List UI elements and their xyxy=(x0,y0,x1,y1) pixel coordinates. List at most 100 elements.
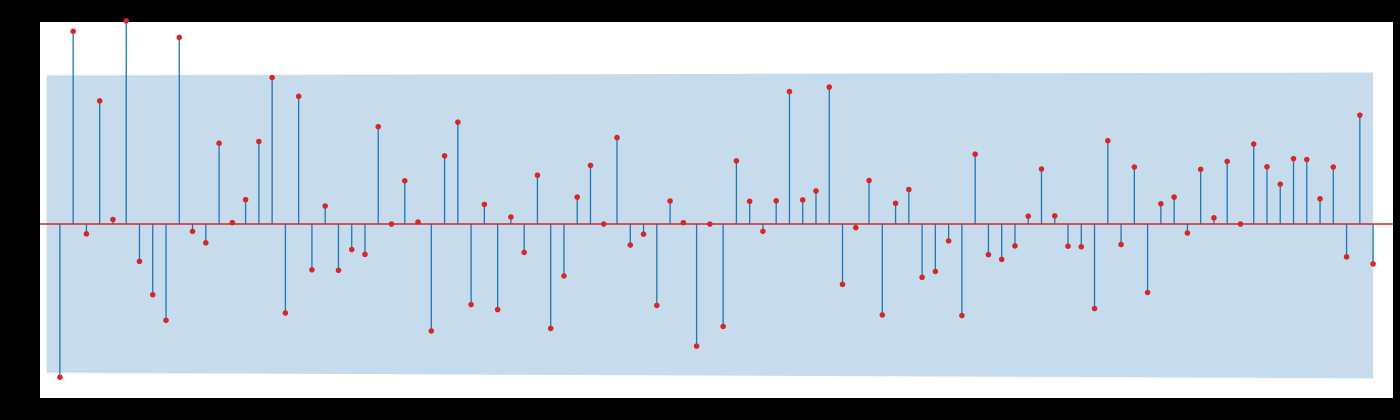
stem-marker xyxy=(1197,166,1204,173)
stem-marker xyxy=(906,186,912,193)
stem-marker xyxy=(600,221,607,227)
stem-marker xyxy=(534,172,541,179)
stem-marker xyxy=(587,162,594,169)
stem-marker xyxy=(1091,305,1098,312)
stem-marker xyxy=(441,153,448,159)
stem-marker xyxy=(746,198,753,205)
stem-marker xyxy=(1277,181,1284,187)
stem-marker xyxy=(242,196,249,203)
stem-marker xyxy=(998,256,1005,263)
stem-marker xyxy=(189,228,196,235)
stem-marker xyxy=(640,231,647,237)
stem-marker xyxy=(1065,243,1071,249)
stem-marker xyxy=(309,266,315,273)
stem-marker xyxy=(481,201,488,208)
stem-marker xyxy=(654,302,660,309)
stem-marker xyxy=(123,18,130,24)
stem-marker xyxy=(1224,158,1230,165)
stem-marker xyxy=(852,224,859,231)
stem-marker xyxy=(428,328,435,334)
stem-marker xyxy=(348,246,355,253)
stem-marker xyxy=(362,251,368,258)
stem-marker xyxy=(892,200,899,207)
stem-marker xyxy=(322,203,328,209)
stem-marker xyxy=(1078,243,1085,250)
stem-marker xyxy=(839,281,846,288)
stem-marker xyxy=(574,194,581,200)
stem-marker xyxy=(83,231,90,237)
stem-marker xyxy=(1012,243,1018,249)
stem-marker xyxy=(1144,289,1151,296)
stem-marker xyxy=(879,312,886,318)
stem-marker xyxy=(1051,213,1058,219)
stem-marker xyxy=(256,138,262,145)
stem-marker xyxy=(1105,137,1111,144)
stem-marker xyxy=(1317,195,1323,202)
stem-marker xyxy=(388,221,395,227)
stem-marker xyxy=(866,177,872,184)
stem-marker xyxy=(919,274,925,281)
stem-marker xyxy=(216,140,222,147)
stem-marker xyxy=(1118,241,1124,248)
stem-marker xyxy=(932,268,939,275)
stem-marker xyxy=(203,240,209,246)
stem-marker xyxy=(57,374,63,381)
stem-marker xyxy=(1330,164,1337,170)
stem-marker xyxy=(269,74,275,81)
stem-marker xyxy=(508,214,514,220)
stem-marker xyxy=(176,34,183,41)
stem-marker xyxy=(110,216,116,223)
stem-marker xyxy=(985,251,992,258)
stem-marker xyxy=(826,84,833,90)
stem-marker xyxy=(1211,215,1217,221)
stem-marker xyxy=(1025,213,1032,219)
stem-marker xyxy=(707,221,713,227)
stem-marker xyxy=(1131,164,1138,170)
stem-marker xyxy=(295,93,302,100)
stem-marker xyxy=(733,158,740,164)
stem-marker xyxy=(773,197,779,204)
stem-marker xyxy=(1303,156,1310,163)
stem-marker xyxy=(813,188,819,194)
stem-marker xyxy=(1250,141,1257,147)
stem-marker xyxy=(1343,254,1350,260)
stem-marker xyxy=(401,178,408,184)
stem-marker xyxy=(547,325,554,332)
stem-marker xyxy=(1370,261,1376,267)
stem-marker xyxy=(96,98,103,104)
stem-marker xyxy=(693,343,700,349)
stem-marker xyxy=(70,28,76,35)
stem-marker xyxy=(1264,163,1270,170)
stem-marker xyxy=(282,310,289,316)
stem-marker xyxy=(415,219,421,225)
stem-marker xyxy=(945,238,952,244)
stem-marker xyxy=(494,306,501,313)
stem-marker xyxy=(455,119,461,125)
stem-marker xyxy=(136,258,143,265)
stem-marker xyxy=(614,134,620,141)
stem-marker xyxy=(521,249,527,256)
stem-marker xyxy=(959,312,965,319)
stem-markers xyxy=(57,18,1376,381)
stem-marker xyxy=(720,323,726,330)
stem-marker xyxy=(760,228,766,235)
stem-marker xyxy=(667,198,673,204)
stem-marker xyxy=(163,317,169,324)
stem-lines xyxy=(59,20,1374,378)
stem-marker xyxy=(627,242,634,248)
stem-marker xyxy=(149,291,156,298)
stem-marker xyxy=(1184,230,1191,236)
stem-marker xyxy=(680,219,687,226)
stem-marker xyxy=(799,197,806,203)
stem-marker xyxy=(1158,201,1164,207)
stem-marker xyxy=(468,301,474,308)
stem-marker xyxy=(1290,155,1297,162)
stem-marker xyxy=(561,273,567,279)
stem-marker xyxy=(972,151,978,157)
stem-marker xyxy=(1237,221,1244,227)
stem-marker xyxy=(1357,112,1363,118)
stem-marker xyxy=(1038,166,1045,172)
stem-marker xyxy=(335,267,342,274)
